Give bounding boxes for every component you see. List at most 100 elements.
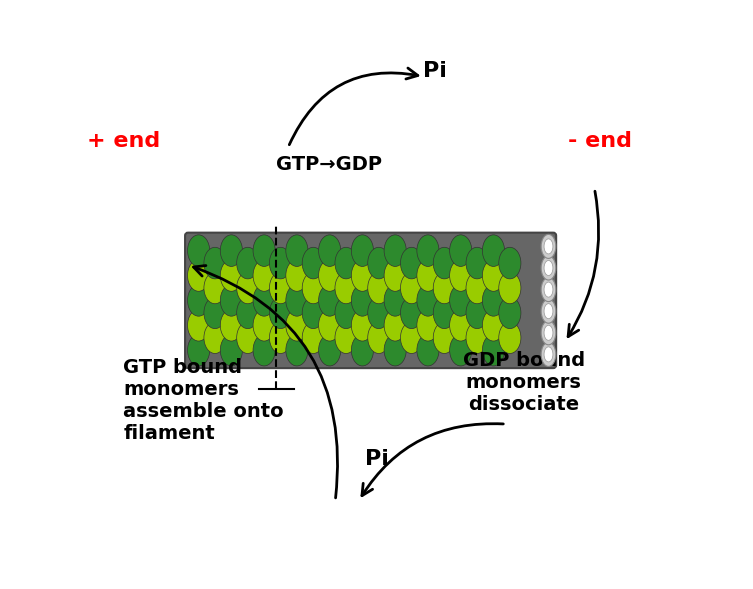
Ellipse shape (204, 247, 226, 279)
Ellipse shape (253, 284, 275, 316)
Ellipse shape (544, 304, 553, 319)
Ellipse shape (433, 322, 456, 353)
Ellipse shape (221, 284, 242, 316)
Ellipse shape (541, 277, 556, 302)
Ellipse shape (466, 272, 488, 304)
Ellipse shape (286, 260, 308, 292)
Ellipse shape (384, 284, 407, 316)
Text: GTP bound
monomers
assemble onto
filament: GTP bound monomers assemble onto filamen… (123, 358, 284, 443)
Ellipse shape (253, 235, 275, 266)
Ellipse shape (352, 260, 373, 292)
Ellipse shape (204, 272, 226, 304)
Ellipse shape (187, 309, 209, 341)
Ellipse shape (417, 284, 439, 316)
Ellipse shape (302, 247, 325, 279)
Ellipse shape (544, 347, 553, 362)
Ellipse shape (544, 260, 553, 276)
Ellipse shape (302, 272, 325, 304)
Text: - end: - end (569, 131, 633, 151)
Ellipse shape (401, 322, 422, 353)
Text: GTP→GDP: GTP→GDP (276, 155, 383, 174)
Ellipse shape (187, 284, 209, 316)
Ellipse shape (286, 235, 308, 266)
Ellipse shape (335, 247, 357, 279)
Ellipse shape (367, 297, 390, 329)
Ellipse shape (401, 297, 422, 329)
Ellipse shape (253, 335, 275, 366)
Ellipse shape (352, 309, 373, 341)
Ellipse shape (498, 297, 521, 329)
Ellipse shape (319, 235, 340, 266)
Ellipse shape (352, 335, 373, 366)
Ellipse shape (319, 309, 340, 341)
Ellipse shape (319, 260, 340, 292)
Ellipse shape (498, 247, 521, 279)
Ellipse shape (253, 260, 275, 292)
Ellipse shape (236, 272, 259, 304)
Ellipse shape (498, 322, 521, 353)
Ellipse shape (335, 322, 357, 353)
Ellipse shape (417, 260, 439, 292)
Ellipse shape (286, 335, 308, 366)
Text: GDP bound
monomers
dissociate: GDP bound monomers dissociate (462, 352, 585, 414)
Ellipse shape (270, 297, 291, 329)
Ellipse shape (204, 297, 226, 329)
Ellipse shape (236, 297, 259, 329)
Ellipse shape (483, 284, 505, 316)
Ellipse shape (384, 309, 407, 341)
Ellipse shape (417, 235, 439, 266)
Ellipse shape (417, 335, 439, 366)
Ellipse shape (466, 297, 488, 329)
Ellipse shape (302, 322, 325, 353)
Ellipse shape (286, 284, 308, 316)
Ellipse shape (270, 247, 291, 279)
Text: Pi: Pi (364, 449, 389, 469)
Ellipse shape (367, 247, 390, 279)
Ellipse shape (302, 297, 325, 329)
Ellipse shape (541, 234, 556, 259)
Ellipse shape (221, 235, 242, 266)
Ellipse shape (401, 272, 422, 304)
Ellipse shape (544, 282, 553, 297)
Ellipse shape (221, 335, 242, 366)
Ellipse shape (450, 260, 472, 292)
Ellipse shape (335, 297, 357, 329)
Ellipse shape (433, 272, 456, 304)
Ellipse shape (187, 260, 209, 292)
Ellipse shape (466, 322, 488, 353)
Ellipse shape (450, 235, 472, 266)
Ellipse shape (483, 235, 505, 266)
Ellipse shape (483, 335, 505, 366)
Ellipse shape (367, 272, 390, 304)
Ellipse shape (450, 284, 472, 316)
Ellipse shape (433, 247, 456, 279)
Text: Pi: Pi (423, 61, 447, 81)
Ellipse shape (544, 239, 553, 254)
FancyBboxPatch shape (185, 233, 556, 368)
Ellipse shape (401, 247, 422, 279)
Ellipse shape (352, 235, 373, 266)
Ellipse shape (335, 272, 357, 304)
Ellipse shape (253, 309, 275, 341)
Ellipse shape (450, 309, 472, 341)
Ellipse shape (286, 309, 308, 341)
Ellipse shape (270, 272, 291, 304)
Ellipse shape (352, 284, 373, 316)
Ellipse shape (544, 325, 553, 340)
Ellipse shape (541, 256, 556, 280)
Ellipse shape (236, 247, 259, 279)
Ellipse shape (483, 260, 505, 292)
Ellipse shape (221, 260, 242, 292)
Ellipse shape (450, 335, 472, 366)
Ellipse shape (541, 342, 556, 366)
Ellipse shape (384, 335, 407, 366)
Ellipse shape (498, 272, 521, 304)
Ellipse shape (541, 299, 556, 323)
Ellipse shape (433, 297, 456, 329)
Ellipse shape (483, 309, 505, 341)
Ellipse shape (204, 322, 226, 353)
Ellipse shape (541, 321, 556, 345)
Ellipse shape (367, 322, 390, 353)
Ellipse shape (417, 309, 439, 341)
Ellipse shape (270, 322, 291, 353)
